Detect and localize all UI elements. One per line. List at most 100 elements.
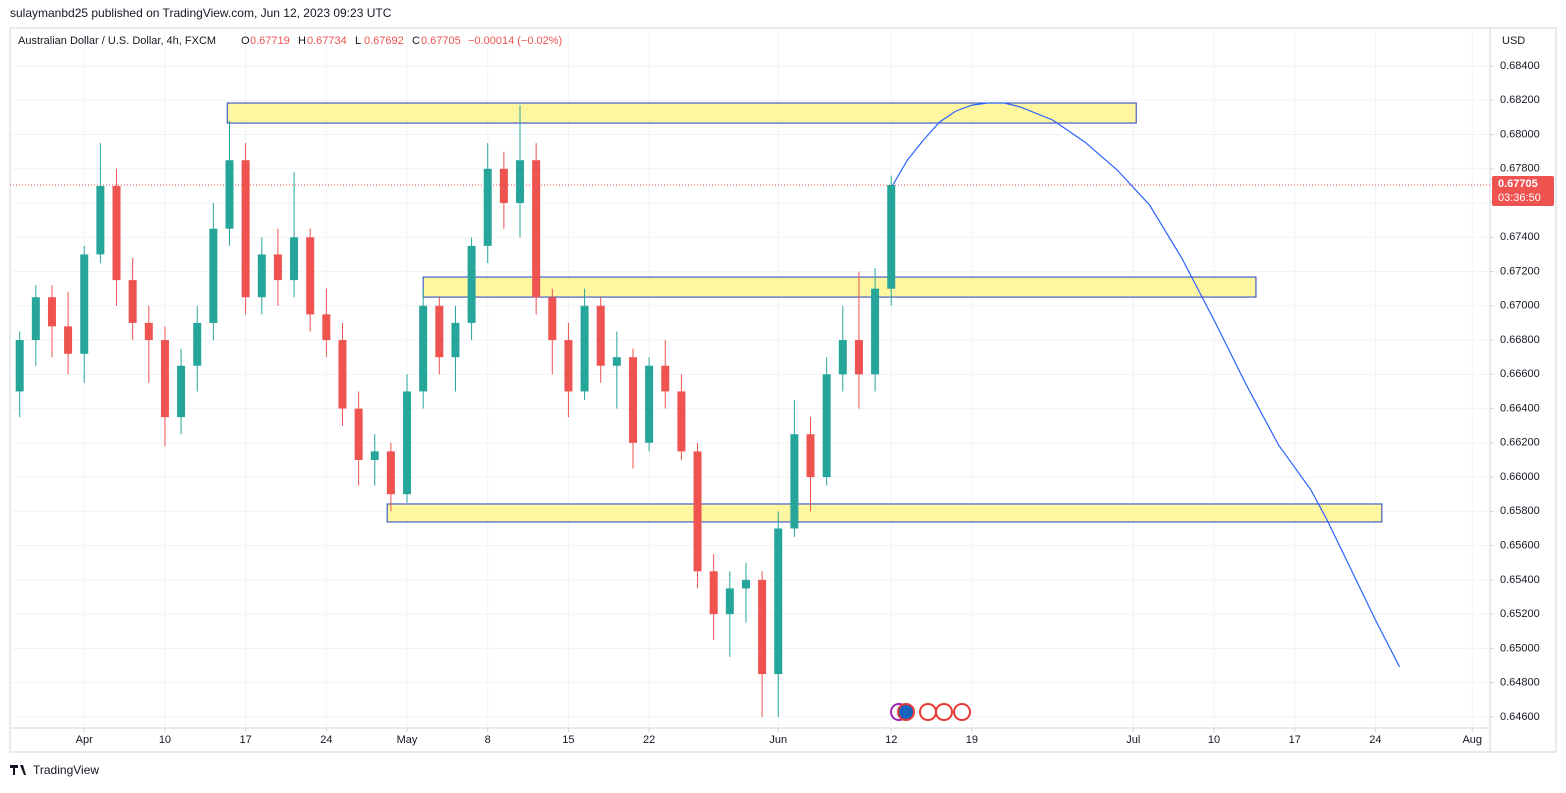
x-tick-label: 17 bbox=[1289, 734, 1301, 746]
candle-body bbox=[338, 340, 347, 409]
candle-body bbox=[516, 160, 525, 204]
candle-body bbox=[822, 374, 831, 478]
brand: TradingView bbox=[33, 763, 99, 777]
candle-body bbox=[580, 305, 589, 392]
countdown: 03:36:50 bbox=[1498, 192, 1541, 204]
plot bbox=[10, 102, 1490, 717]
candle-body bbox=[499, 168, 508, 204]
candle-body bbox=[354, 408, 363, 460]
candle-body bbox=[160, 340, 169, 418]
ohlc-value: 0.67692 bbox=[364, 35, 404, 47]
candle-body bbox=[838, 340, 847, 375]
x-tick-label: May bbox=[397, 734, 418, 746]
x-tick-label: Jul bbox=[1126, 734, 1140, 746]
candle-body bbox=[725, 588, 734, 615]
y-tick-label: 0.68400 bbox=[1500, 60, 1540, 72]
x-tick-label: 10 bbox=[1208, 734, 1220, 746]
candle-body bbox=[306, 237, 315, 315]
candle-body bbox=[209, 228, 218, 323]
ohlc-key: H bbox=[298, 35, 306, 47]
y-tick-label: 0.64600 bbox=[1500, 711, 1540, 723]
y-tick-label: 0.65800 bbox=[1500, 505, 1540, 517]
candle-body bbox=[144, 322, 153, 341]
y-tick-label: 0.66000 bbox=[1500, 471, 1540, 483]
frame bbox=[9, 27, 1557, 753]
candle-body bbox=[47, 297, 56, 327]
candle-body bbox=[31, 297, 40, 341]
y-tick-label: 0.65400 bbox=[1500, 574, 1540, 586]
y-tick-label: 0.64800 bbox=[1500, 677, 1540, 689]
zone bbox=[386, 503, 1383, 523]
candle-body bbox=[693, 451, 702, 572]
candle-body bbox=[80, 254, 89, 354]
candle-body bbox=[887, 185, 896, 289]
x-tick-label: 12 bbox=[885, 734, 897, 746]
event-icons bbox=[890, 703, 971, 721]
candle-body bbox=[709, 571, 718, 615]
ohlc-key: O bbox=[241, 35, 250, 47]
y-tick-label: 0.67200 bbox=[1500, 265, 1540, 277]
y-tick-label: 0.66400 bbox=[1500, 402, 1540, 414]
zone bbox=[226, 102, 1137, 124]
candle-body bbox=[290, 237, 299, 281]
candle-body bbox=[677, 391, 686, 452]
y-tick-label: 0.65600 bbox=[1500, 539, 1540, 551]
candle-body bbox=[419, 305, 428, 392]
candle-body bbox=[64, 326, 73, 354]
candle-body bbox=[451, 322, 460, 358]
candle-body bbox=[386, 451, 395, 495]
x-tick-label: Jun bbox=[769, 734, 787, 746]
y-tick-label: 0.65200 bbox=[1500, 608, 1540, 620]
candle-body bbox=[15, 340, 24, 392]
candle-body bbox=[128, 280, 137, 323]
candle-body bbox=[645, 365, 654, 443]
candle-body bbox=[564, 340, 573, 392]
candle-body bbox=[790, 434, 799, 529]
candle-body bbox=[628, 357, 637, 443]
currency: USD bbox=[1502, 35, 1525, 47]
candle-body bbox=[370, 451, 379, 460]
y-tick-label: 0.67000 bbox=[1500, 300, 1540, 312]
y-tick-label: 0.65000 bbox=[1500, 642, 1540, 654]
x-tick-label: Apr bbox=[76, 734, 93, 746]
candle-body bbox=[548, 297, 557, 341]
x-tick-label: 15 bbox=[562, 734, 574, 746]
x-tick-label: 19 bbox=[966, 734, 978, 746]
candle-body bbox=[96, 185, 105, 255]
x-tick-label: 22 bbox=[643, 734, 655, 746]
y-tick-label: 0.67800 bbox=[1500, 163, 1540, 175]
chart-title: Australian Dollar / U.S. Dollar, 4h, FXC… bbox=[18, 35, 216, 47]
candle-body bbox=[758, 579, 767, 675]
projection-curve bbox=[892, 102, 1401, 668]
ohlc-value: 0.67705 bbox=[421, 35, 461, 47]
x-tick-label: 8 bbox=[485, 734, 491, 746]
y-tick-label: 0.66600 bbox=[1500, 368, 1540, 380]
price-label: 0.67705 bbox=[1498, 178, 1538, 190]
candle-body bbox=[225, 160, 234, 229]
candle-body bbox=[322, 314, 331, 341]
change: −0.00014 (−0.02%) bbox=[468, 35, 562, 47]
y-tick-label: 0.67400 bbox=[1500, 231, 1540, 243]
candle-body bbox=[871, 288, 880, 375]
x-tick-label: 17 bbox=[240, 734, 252, 746]
candle-body bbox=[273, 254, 282, 281]
zone bbox=[422, 276, 1257, 298]
candle-body bbox=[483, 168, 492, 246]
x-tick-label: 24 bbox=[1369, 734, 1381, 746]
price-label-box bbox=[1492, 176, 1554, 207]
byline: sulaymanbd25 published on TradingView.co… bbox=[10, 6, 392, 20]
candle-body bbox=[774, 528, 783, 675]
candle-body bbox=[112, 185, 121, 281]
y-tick-label: 0.66800 bbox=[1500, 334, 1540, 346]
candle-body bbox=[741, 579, 750, 589]
ohlc-value: 0.67734 bbox=[307, 35, 347, 47]
candle-body bbox=[467, 245, 476, 323]
grid bbox=[10, 28, 1490, 728]
candle-body bbox=[806, 434, 815, 478]
x-tick-label: 24 bbox=[320, 734, 332, 746]
x-tick-label: Aug bbox=[1462, 734, 1482, 746]
candle-body bbox=[435, 305, 444, 358]
candle-body bbox=[257, 254, 266, 298]
